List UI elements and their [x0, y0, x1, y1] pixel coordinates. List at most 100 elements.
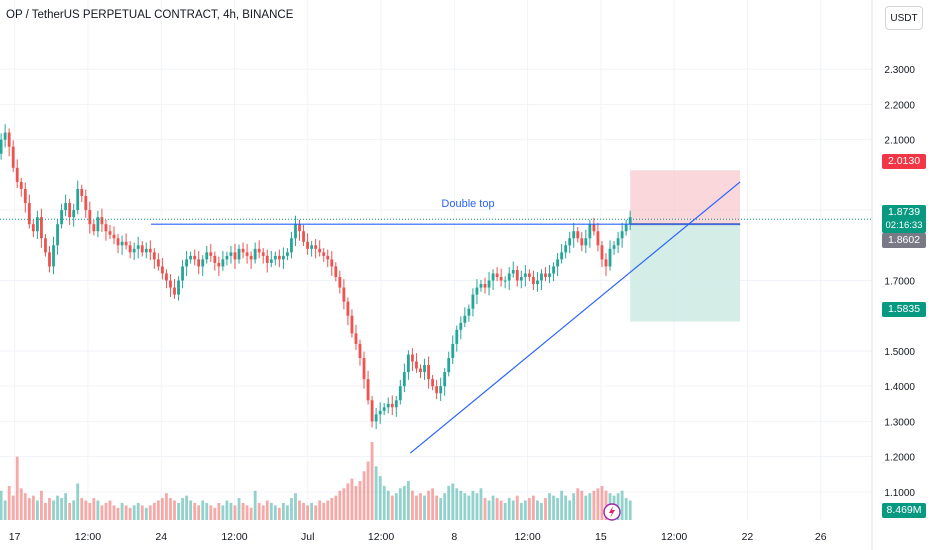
volume-bar — [378, 476, 382, 520]
volume-bar — [201, 500, 205, 520]
candle-body — [435, 386, 439, 394]
volume-bar — [52, 500, 55, 520]
volume-bar — [132, 505, 136, 520]
candle-body — [415, 361, 418, 369]
x-tick-label: 8 — [451, 531, 457, 543]
candle-body — [342, 287, 346, 302]
volume-bar — [104, 502, 108, 520]
volume-bar — [72, 500, 76, 520]
volume-bar — [124, 505, 128, 520]
candle-body — [169, 280, 172, 288]
volume-bar — [322, 502, 326, 520]
candle-body — [556, 259, 560, 267]
candle-body — [177, 280, 180, 295]
volume-bar — [523, 500, 527, 520]
volume-bar — [411, 490, 414, 520]
candle-body — [427, 365, 430, 380]
volume-bar — [245, 505, 249, 520]
candle-body — [362, 358, 366, 380]
candle-body — [160, 266, 164, 274]
x-tick-label: Jul — [301, 531, 314, 543]
volume-bar — [540, 502, 543, 520]
volume-bar — [294, 493, 297, 520]
candle-body — [398, 386, 402, 401]
candle-body — [358, 343, 362, 358]
candle-body — [7, 132, 11, 147]
volume-bar — [209, 505, 213, 520]
candle-body — [241, 248, 245, 253]
candle-body — [628, 217, 632, 225]
candle-body — [439, 386, 443, 394]
volume-bar — [447, 485, 451, 520]
volume-bar — [459, 490, 463, 520]
candle-body — [237, 248, 241, 260]
volume-bar — [249, 507, 253, 520]
take-profit-badge: 2.0130 — [882, 154, 926, 169]
lightning-icon-bolt — [609, 506, 615, 518]
candle-body — [370, 400, 374, 422]
candle-body — [491, 273, 495, 281]
volume-bar — [189, 500, 193, 520]
volume-bar — [88, 502, 92, 520]
volume-bar — [483, 498, 487, 520]
candle-body — [60, 210, 64, 225]
candle-body — [11, 146, 15, 168]
volume-badge: 8.469M — [882, 503, 926, 518]
candle-body — [471, 294, 475, 309]
time-axis: 17 12:00 24 12:00 Jul 12:00 8 12:00 15 12:00 22 26 — [9, 531, 827, 543]
candle-body — [116, 238, 120, 246]
y-tick-label: 1.1000 — [884, 488, 915, 499]
candle-body — [479, 284, 483, 288]
volume-bar — [40, 490, 43, 520]
candle-body — [584, 238, 588, 246]
double-top-label: Double top — [441, 198, 494, 210]
volume-bar — [358, 481, 362, 520]
candle-body — [560, 252, 564, 260]
candle-body — [19, 181, 23, 189]
candle-body — [592, 224, 596, 232]
volume-bar — [286, 505, 289, 520]
volume-bar — [173, 500, 176, 520]
candle-body — [128, 245, 132, 253]
candle-body — [140, 245, 144, 253]
candle-body — [499, 277, 503, 281]
volume-bar — [318, 500, 322, 520]
candle-body — [580, 238, 584, 246]
candle-body — [423, 365, 426, 373]
candle-body — [281, 255, 285, 260]
drawings — [0, 181, 872, 521]
candle-body — [3, 132, 7, 140]
volume-bar — [386, 490, 390, 520]
volume-bar — [148, 505, 152, 520]
volume-bar — [326, 500, 330, 520]
candle-body — [310, 245, 314, 249]
volume-bar — [48, 498, 51, 520]
volume-bar — [479, 488, 483, 520]
x-tick-label: 12:00 — [661, 531, 687, 543]
candle-body — [156, 259, 160, 267]
candle-body — [386, 403, 390, 408]
volume-bar — [600, 485, 604, 520]
x-tick-label: 15 — [595, 531, 607, 543]
volume-bar — [92, 498, 96, 520]
trendline — [409, 181, 741, 454]
volume-bar — [503, 502, 507, 520]
currency-button[interactable]: USDT — [885, 6, 923, 30]
volume-bar — [495, 498, 499, 520]
volume-bar — [3, 500, 7, 520]
volume-bar — [596, 488, 600, 520]
volume-bar — [302, 502, 305, 520]
chart-title: OP / TetherUS PERPETUAL CONTRACT, 4h, BI… — [6, 9, 294, 21]
volume-bar — [44, 502, 47, 520]
y-tick-label: 2.3000 — [884, 65, 915, 76]
volume-bar — [68, 502, 72, 520]
candle-body — [249, 255, 253, 260]
candle-body — [217, 262, 221, 267]
candle-body — [213, 255, 217, 263]
candle-body — [286, 252, 289, 256]
volume-bar — [257, 502, 261, 520]
volume-bar — [19, 488, 23, 520]
volume-bar — [330, 498, 334, 520]
candle-body — [322, 252, 326, 256]
